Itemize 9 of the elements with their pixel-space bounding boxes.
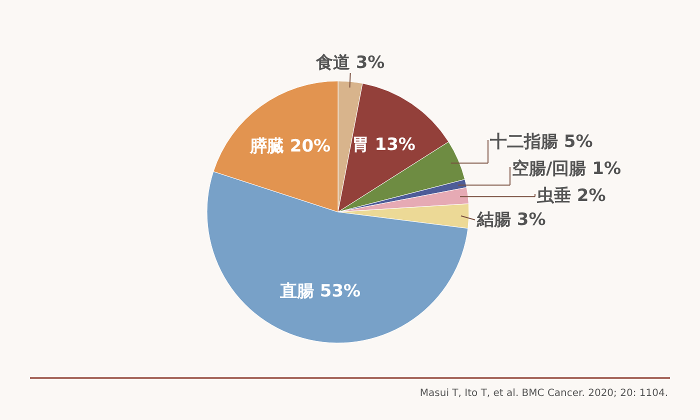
slice-label: 胃 13% [352, 134, 416, 155]
slice-label: 十二指腸 5% [489, 132, 593, 152]
slice-label: 直腸 53% [278, 281, 361, 302]
slice-label: 空腸/回腸 1% [512, 159, 621, 179]
slice-label: 虫垂 2% [536, 186, 606, 206]
slice-label: 食道 3% [314, 53, 385, 73]
text: Masui T, Ito T, et al. BMC Cancer. 2020; 20: 1104. [420, 388, 668, 399]
slice-label: 膵臓 20% [248, 136, 331, 156]
slice-label: 結腸 3% [476, 210, 546, 230]
